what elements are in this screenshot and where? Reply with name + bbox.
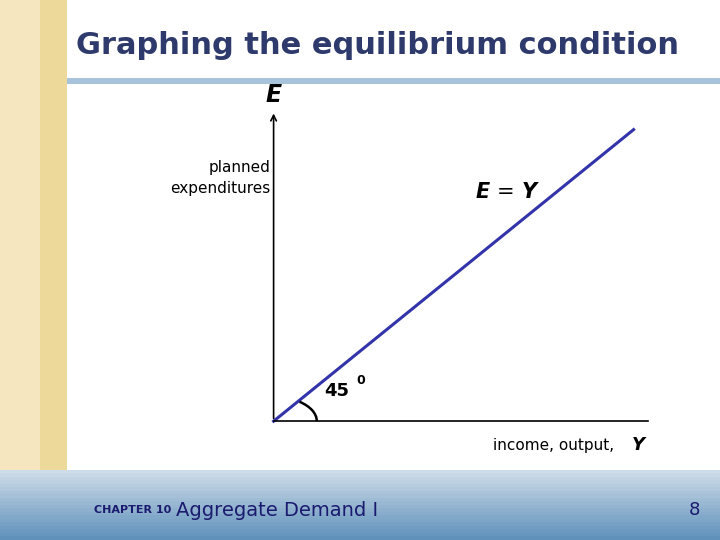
Text: 8: 8 <box>689 501 701 519</box>
Bar <box>0 498 720 501</box>
Bar <box>0 515 720 519</box>
Bar <box>0 523 720 526</box>
Bar <box>0 512 720 515</box>
Text: Aggregate Demand I: Aggregate Demand I <box>176 501 379 520</box>
Bar <box>0 473 720 477</box>
Text: CHAPTER 10: CHAPTER 10 <box>94 505 171 515</box>
Bar <box>0 0 40 540</box>
Text: income, output,: income, output, <box>493 438 614 453</box>
Text: Y: Y <box>632 436 645 455</box>
Bar <box>0 487 720 491</box>
Text: $\bfit{E}$$\,=\,$$\bfit{Y}$: $\bfit{E}$$\,=\,$$\bfit{Y}$ <box>475 181 541 202</box>
Bar <box>0 519 720 523</box>
Bar <box>0 526 720 529</box>
Bar <box>0 470 720 473</box>
Bar <box>0 491 720 495</box>
Bar <box>0 481 720 484</box>
Text: 0: 0 <box>356 374 365 387</box>
Bar <box>40 0 67 540</box>
Bar <box>0 470 720 540</box>
Text: planned
expenditures: planned expenditures <box>170 160 270 196</box>
Bar <box>0 529 720 533</box>
Text: 45: 45 <box>324 382 349 401</box>
Bar <box>67 78 720 84</box>
Bar <box>0 501 720 505</box>
Bar <box>0 484 720 487</box>
Bar <box>0 477 720 481</box>
Bar <box>0 495 720 498</box>
Bar <box>0 505 720 509</box>
Bar <box>0 509 720 512</box>
Text: Graphing the equilibrium condition: Graphing the equilibrium condition <box>76 31 679 60</box>
Bar <box>0 537 720 540</box>
Bar <box>0 533 720 537</box>
Text: E: E <box>266 83 282 106</box>
